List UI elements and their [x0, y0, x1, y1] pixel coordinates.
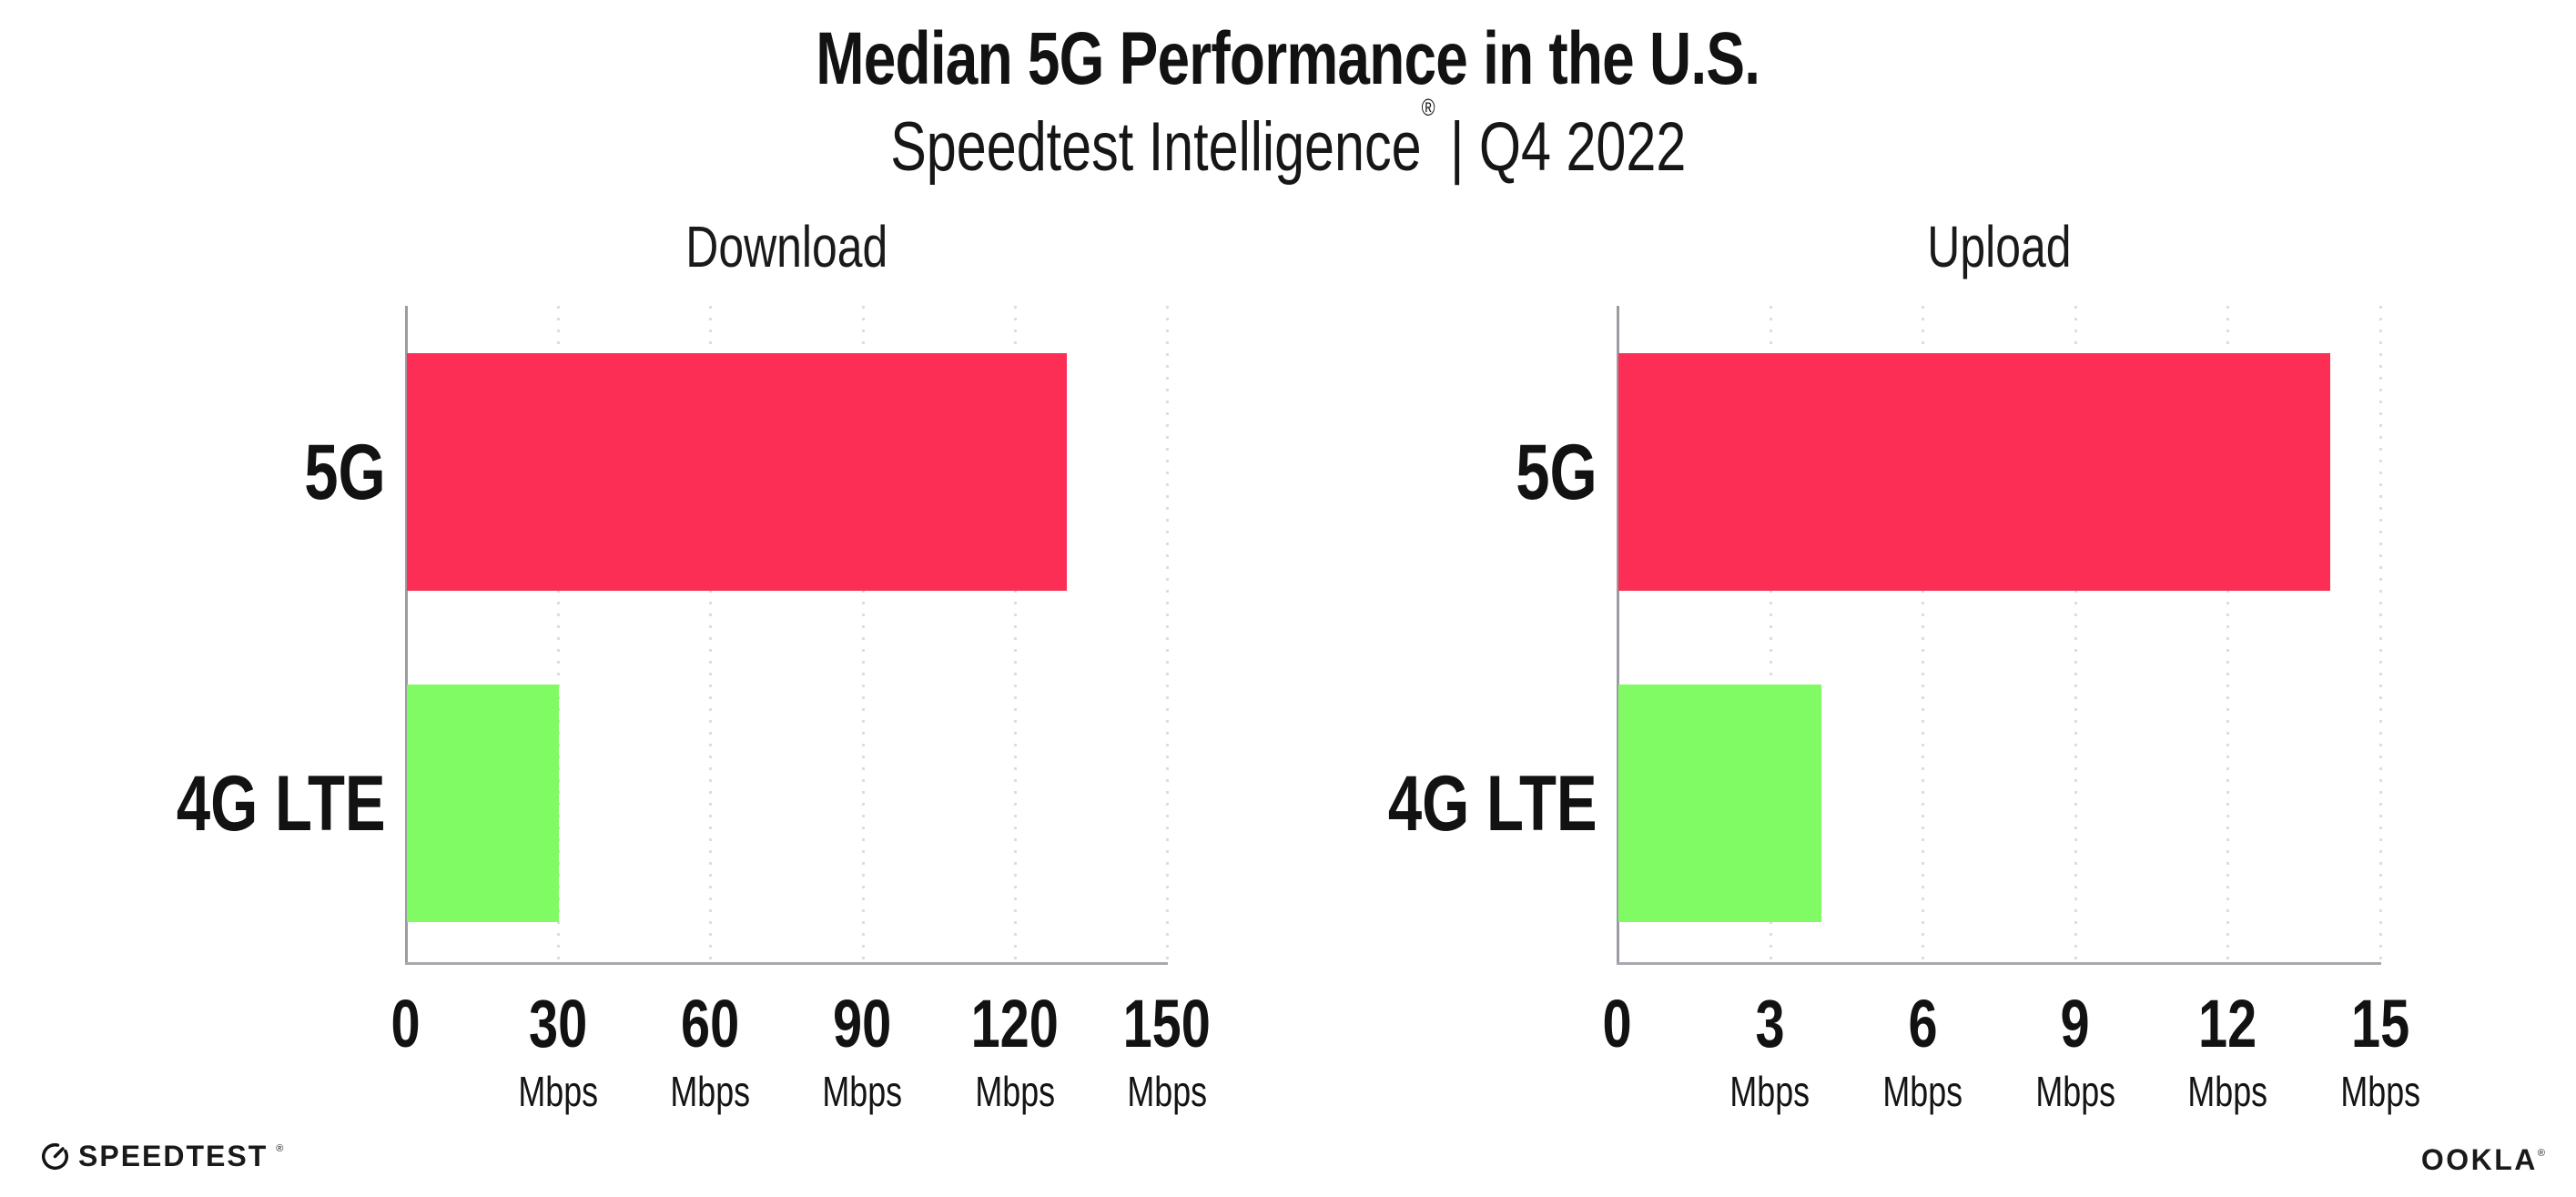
- x-tick-unit: Mbps: [822, 1068, 903, 1115]
- gridline-30: [557, 306, 561, 963]
- upload-plot: 5G 4G LTE 0 3 Mbps 6 Mbps 9 Mbps 12 Mbps 15 Mbps: [1388, 306, 2420, 1112]
- x-tick-9: 9 Mbps: [1975, 986, 2175, 1115]
- x-tick-value: 60: [681, 986, 740, 1061]
- x-axis-line: [405, 962, 1168, 965]
- header: Median 5G Performance in the U.S. Speedt…: [0, 0, 2576, 184]
- x-tick-30: 30 Mbps: [458, 986, 658, 1115]
- x-tick-120: 120 Mbps: [915, 986, 1115, 1115]
- x-tick-value: 120: [970, 986, 1059, 1061]
- speedtest-wordmark: SPEEDTEST: [78, 1140, 269, 1172]
- x-tick-3: 3 Mbps: [1670, 986, 1871, 1115]
- x-tick-value: 6: [1908, 986, 1938, 1061]
- x-tick-unit: Mbps: [670, 1068, 751, 1115]
- speedtest-gauge-icon: [41, 1142, 69, 1171]
- category-label-text: 4G LTE: [177, 759, 386, 847]
- x-tick-12: 12 Mbps: [2127, 986, 2328, 1115]
- x-tick-value: 0: [1602, 986, 1633, 1061]
- x-tick-value: 150: [1122, 986, 1212, 1061]
- page-subtitle: Speedtest Intelligence® | Q4 2022: [0, 95, 2576, 187]
- x-tick-15: 15 Mbps: [2280, 986, 2480, 1115]
- x-tick-unit: Mbps: [2187, 1068, 2268, 1115]
- category-label-4g-lte: 4G LTE: [4, 765, 386, 843]
- page-title: Median 5G Performance in the U.S.: [0, 0, 2576, 98]
- category-label-5g: 5G: [1215, 433, 1597, 512]
- x-tick-unit: Mbps: [1127, 1068, 1207, 1115]
- x-axis-line: [1617, 962, 2381, 965]
- category-label-5g: 5G: [4, 433, 386, 512]
- gridline-60: [709, 306, 713, 963]
- upload-chart-title: Upload: [1926, 214, 2072, 279]
- download-chart-title: Download: [685, 214, 888, 279]
- x-tick-60: 60 Mbps: [610, 986, 810, 1115]
- download-chart: Download 5G 4G LTE 0 30 Mbps 60 Mbps 90 Mbps 120 M…: [177, 214, 1211, 1112]
- gridline-9: [2074, 306, 2077, 963]
- y-axis-line: [405, 306, 408, 963]
- speedtest-logo: SPEEDTEST ®: [40, 1140, 283, 1173]
- gridline-6: [1922, 306, 1925, 963]
- speedtest-registered-mark-icon: ®: [276, 1142, 284, 1154]
- registered-mark-icon: ®: [1421, 93, 1435, 121]
- x-tick-unit: Mbps: [2340, 1068, 2420, 1115]
- x-tick-value: 90: [833, 986, 892, 1061]
- x-tick-unit: Mbps: [1882, 1068, 1963, 1115]
- y-axis-line: [1617, 306, 1619, 963]
- x-tick-unit: Mbps: [518, 1068, 599, 1115]
- ookla-registered-mark-icon: ®: [2537, 1147, 2545, 1159]
- x-tick-unit: Mbps: [2034, 1068, 2115, 1115]
- category-label-text: 4G LTE: [1388, 759, 1597, 847]
- subtitle-period: | Q4 2022: [1435, 108, 1687, 187]
- category-label-4g-lte: 4G LTE: [1215, 765, 1597, 843]
- x-tick-0: 0: [306, 990, 506, 1058]
- x-tick-unit: Mbps: [1729, 1068, 1810, 1115]
- x-tick-6: 6 Mbps: [1822, 986, 2023, 1115]
- x-tick-0: 0: [1517, 990, 1718, 1058]
- x-tick-90: 90 Mbps: [763, 986, 963, 1115]
- page-title-text: Median 5G Performance in the U.S.: [816, 17, 1761, 100]
- ookla-wordmark: OOKLA: [2420, 1143, 2538, 1176]
- x-tick-value: 30: [529, 986, 588, 1061]
- download-plot: 5G 4G LTE 0 30 Mbps 60 Mbps 90 Mbps 120 Mbps 150 Mbp…: [177, 306, 1211, 1112]
- bar-5g: [407, 353, 1067, 592]
- category-label-text: 5G: [304, 428, 386, 516]
- x-tick-value: 3: [1755, 986, 1785, 1061]
- x-tick-value: 0: [390, 986, 421, 1061]
- gridline-3: [1769, 306, 1772, 963]
- x-tick-value: 15: [2350, 986, 2410, 1061]
- x-tick-value: 9: [2060, 986, 2090, 1061]
- upload-chart: Upload 5G 4G LTE 0 3 Mbps 6 Mbps 9 Mbps 12 Mbps 15 M…: [1388, 214, 2420, 1112]
- gridline-120: [1013, 306, 1017, 963]
- gridline-15: [2379, 306, 2382, 963]
- bar-4g-lte: [1618, 685, 1822, 923]
- gridline-12: [2226, 306, 2230, 963]
- x-tick-value: 12: [2198, 986, 2257, 1061]
- bar-4g-lte: [407, 685, 560, 923]
- category-label-text: 5G: [1516, 428, 1597, 516]
- subtitle-product: Speedtest Intelligence: [889, 108, 1422, 187]
- x-tick-150: 150 Mbps: [1067, 986, 1267, 1115]
- gridline-90: [861, 306, 865, 963]
- page-subtitle-text: Speedtest Intelligence® | Q4 2022: [889, 95, 1687, 187]
- bar-5g: [1618, 353, 2331, 592]
- gridline-150: [1166, 306, 1169, 963]
- ookla-logo: OOKLA®: [2421, 1143, 2545, 1177]
- x-tick-unit: Mbps: [974, 1068, 1055, 1115]
